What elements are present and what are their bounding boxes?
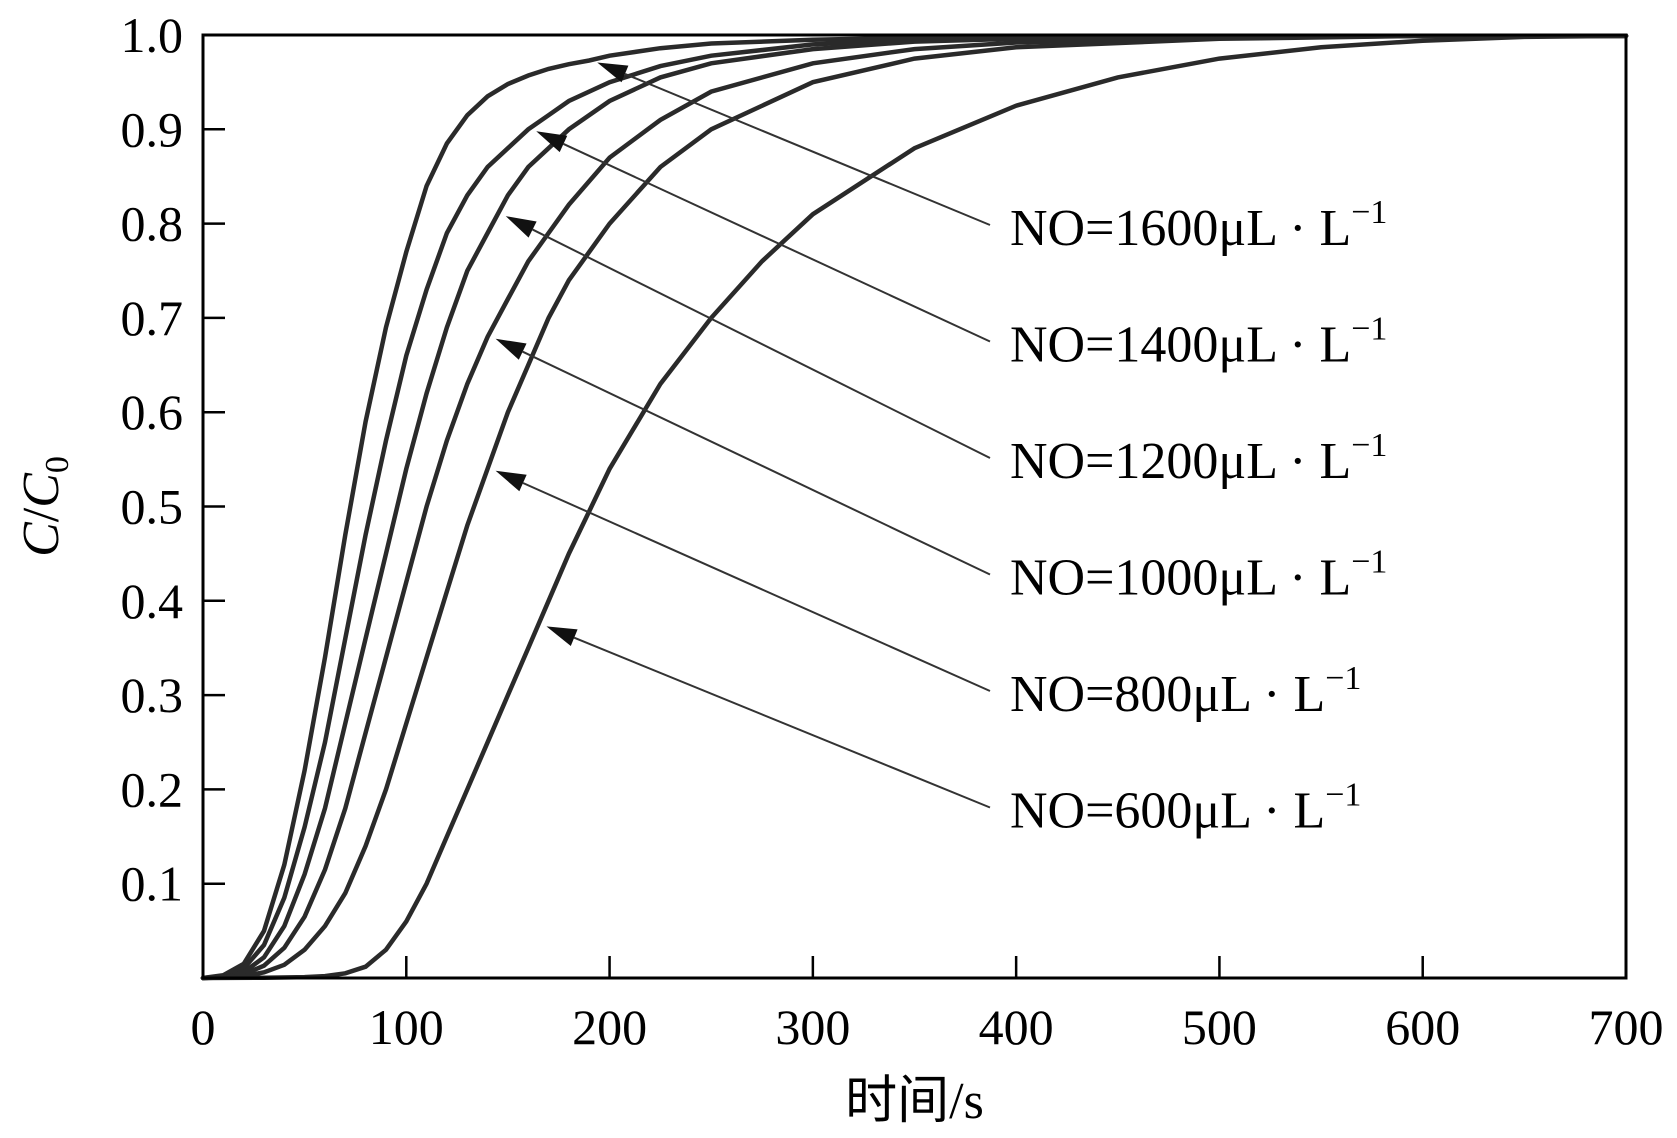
x-tick-label: 100 — [369, 999, 444, 1055]
series-label: NO=800μL · L−1 — [1010, 660, 1361, 723]
series-label-superscript: −1 — [1351, 311, 1387, 348]
annotation-arrowhead — [546, 626, 578, 647]
series-label-superscript: −1 — [1351, 194, 1387, 231]
y-tick-label: 0.1 — [121, 856, 184, 912]
annotation-arrowhead — [536, 131, 568, 153]
y-tick-label: 0.9 — [121, 101, 184, 157]
curves-layer — [200, 33, 1629, 981]
series-label-superscript: −1 — [1351, 427, 1387, 464]
series-label: NO=1200μL · L−1 — [1010, 427, 1387, 490]
x-tick-label: 200 — [572, 999, 647, 1055]
series-label: NO=1000μL · L−1 — [1010, 544, 1387, 607]
series-line — [200, 33, 1629, 981]
annotation-arrowhead — [597, 62, 629, 83]
annotation-arrowhead — [495, 470, 527, 492]
x-tick-label: 400 — [979, 999, 1054, 1055]
y-tick-label: 0.6 — [121, 384, 184, 440]
series-label-superscript: −1 — [1325, 777, 1361, 814]
y-axis-ticks: 0.1 0.2 0.3 0.4 0.5 0.6 0.7 0.8 0.9 1.0 — [121, 7, 225, 912]
x-axis-title: 时间/s — [845, 1073, 984, 1130]
y-title-subscript: 0 — [39, 456, 76, 473]
series-label-superscript: −1 — [1351, 544, 1387, 581]
series-label: NO=1600μL · L−1 — [1010, 194, 1387, 257]
annotation-leader-line — [624, 73, 991, 226]
series-label-text: NO=800μL · L — [1010, 666, 1325, 723]
y-tick-label: 0.5 — [121, 479, 184, 535]
annotation-leader-line — [563, 143, 991, 343]
plot-frame — [201, 33, 1628, 980]
annotation-leader-line — [573, 636, 991, 809]
y-tick-label: 0.2 — [121, 761, 184, 817]
y-title-c: C — [13, 521, 70, 557]
series-line — [200, 33, 1629, 981]
series-label: NO=1400μL · L−1 — [1010, 311, 1387, 374]
y-tick-label: 0.4 — [121, 573, 184, 629]
x-tick-label: 0 — [191, 999, 216, 1055]
y-axis-title: C/C0 — [13, 456, 76, 557]
series-label-text: NO=1600μL · L — [1010, 200, 1351, 257]
x-axis-ticks: 0 100 200 300 400 500 600 700 — [191, 956, 1664, 1055]
annotation-leaders — [495, 62, 991, 809]
x-tick-label: 500 — [1182, 999, 1257, 1055]
series-label: NO=600μL · L−1 — [1010, 777, 1361, 840]
annotation-arrowhead — [495, 338, 527, 360]
annotation-labels: NO=1600μL · L−1NO=1400μL · L−1NO=1200μL … — [1010, 194, 1387, 840]
y-tick-label: 1.0 — [121, 7, 184, 63]
series-label-text: NO=1000μL · L — [1010, 550, 1351, 607]
series-label-text: NO=1200μL · L — [1010, 433, 1351, 490]
x-tick-label: 700 — [1589, 999, 1664, 1055]
axes — [201, 33, 1628, 980]
annotation-arrowhead — [505, 216, 537, 238]
annotation-leader-line — [532, 228, 991, 459]
annotation-leader-line — [522, 482, 991, 692]
y-tick-label: 0.3 — [121, 667, 184, 723]
series-label-text: NO=600μL · L — [1010, 783, 1325, 840]
y-tick-label: 0.8 — [121, 196, 184, 252]
x-tick-label: 600 — [1385, 999, 1460, 1055]
series-line — [200, 33, 1629, 981]
series-label-superscript: −1 — [1325, 660, 1361, 697]
series-line — [200, 33, 1629, 981]
annotation-leader-line — [522, 350, 991, 576]
y-title-slash: / — [13, 507, 70, 522]
x-tick-label: 300 — [775, 999, 850, 1055]
series-line — [200, 33, 1629, 981]
y-tick-label: 0.7 — [121, 290, 184, 346]
y-title-c0: C — [13, 472, 70, 508]
series-line — [200, 33, 1629, 981]
series-label-text: NO=1400μL · L — [1010, 317, 1351, 374]
